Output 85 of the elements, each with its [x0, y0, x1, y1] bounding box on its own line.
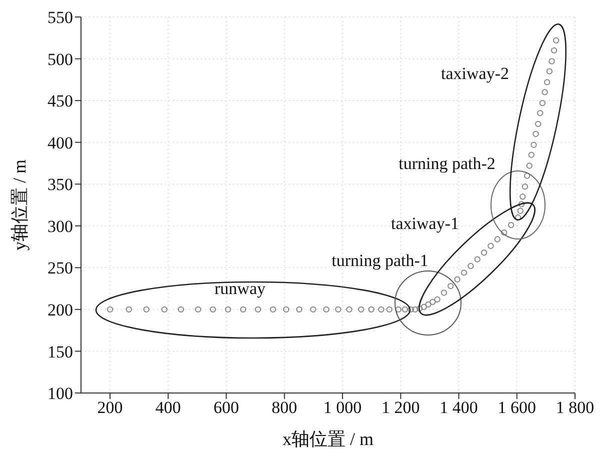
x-tick-label: 1 000	[323, 398, 362, 418]
annotation: taxiway-1	[391, 214, 459, 233]
y-tick-label: 300	[48, 216, 73, 236]
point	[178, 306, 184, 313]
y-tick-label: 200	[48, 300, 73, 320]
point	[368, 306, 374, 313]
point	[161, 306, 168, 313]
point	[526, 162, 532, 169]
point	[323, 306, 330, 313]
point	[395, 306, 402, 313]
y-tick-label: 100	[48, 384, 73, 404]
point	[425, 301, 432, 308]
point	[448, 282, 454, 290]
x-tick-label: 1 400	[440, 398, 478, 418]
point	[532, 130, 539, 138]
point	[522, 184, 528, 190]
point	[546, 68, 553, 74]
annotation: runway	[214, 278, 266, 298]
point	[460, 270, 468, 276]
point	[542, 89, 548, 96]
x-tick-label: 400	[155, 398, 181, 418]
x-tick-label: 200	[97, 398, 123, 418]
point	[514, 214, 522, 221]
annotation: turning path-2	[398, 154, 496, 173]
point	[508, 222, 514, 228]
point	[539, 100, 546, 106]
point	[494, 236, 501, 242]
point	[310, 306, 316, 313]
point	[518, 201, 525, 208]
point	[440, 290, 448, 296]
x-tick-label: 1 800	[556, 398, 594, 418]
point	[416, 306, 423, 312]
y-tick-label: 500	[48, 50, 73, 69]
point	[283, 306, 290, 313]
point	[520, 194, 526, 200]
point	[378, 306, 384, 313]
point	[143, 306, 150, 313]
point	[420, 304, 427, 310]
point	[106, 306, 114, 313]
point	[195, 306, 202, 313]
point	[430, 298, 436, 306]
y-tick-label: 250	[48, 258, 73, 278]
point	[553, 37, 560, 44]
point	[488, 242, 494, 250]
point	[468, 262, 474, 270]
y-tick-label: 450	[48, 92, 73, 111]
point	[544, 79, 550, 86]
point	[537, 110, 544, 116]
point	[548, 58, 555, 64]
point	[210, 306, 216, 313]
point	[534, 120, 542, 128]
x-axis-title: x轴位置 / m	[282, 429, 374, 449]
point	[386, 306, 392, 313]
point	[335, 306, 342, 313]
point	[454, 276, 460, 282]
point	[346, 306, 352, 313]
point	[517, 208, 524, 214]
point	[500, 229, 508, 236]
point	[550, 47, 558, 54]
annotation: turning path-1	[332, 250, 428, 270]
y-tick-label: 150	[48, 342, 73, 362]
point	[296, 306, 302, 313]
point	[408, 306, 414, 313]
x-tick-label: 600	[214, 398, 240, 418]
x-tick-label: 1 200	[382, 398, 420, 418]
point	[224, 306, 232, 313]
point	[524, 172, 530, 179]
y-axis-title: y轴位置 / m	[9, 159, 30, 251]
y-tick-label: 400	[48, 133, 73, 152]
point	[412, 306, 418, 313]
point	[126, 306, 132, 313]
point	[358, 306, 364, 313]
point	[254, 306, 262, 313]
x-tick-label: 800	[272, 398, 298, 418]
point	[434, 296, 440, 303]
point	[270, 306, 276, 313]
y-tick-label: 550	[48, 8, 73, 28]
point	[480, 250, 488, 256]
point	[528, 152, 535, 158]
x-tick-label: 1 600	[498, 398, 536, 418]
point	[530, 142, 537, 148]
y-tick-label: 350	[48, 175, 73, 194]
point	[240, 306, 246, 313]
point	[402, 306, 408, 313]
annotation: taxiway-2	[441, 64, 509, 83]
